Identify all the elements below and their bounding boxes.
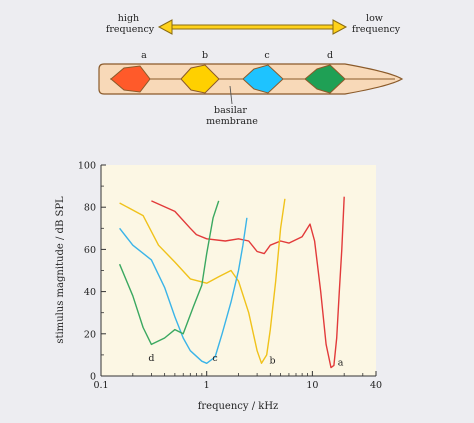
- arrow-right-head: [332, 19, 348, 35]
- tuning-curves: [118, 196, 345, 369]
- low-frequency-line-2: frequency: [352, 24, 401, 35]
- tuning-curve-b: [119, 198, 286, 364]
- position-label-a: a: [141, 50, 147, 61]
- series-label-b: b: [270, 355, 276, 366]
- envelope-c: [242, 64, 284, 94]
- high-frequency-line-2: frequency: [106, 24, 155, 35]
- series-label-d: d: [148, 353, 154, 364]
- position-label-c: c: [264, 50, 269, 61]
- x-tick-label-2: 10: [306, 380, 318, 391]
- y-tick-label-20: 20: [84, 329, 96, 340]
- y-axis-title: stimulus magnitude / dB SPL: [55, 196, 66, 344]
- position-label-b: b: [202, 50, 208, 61]
- arrow-left-head: [157, 19, 173, 35]
- series-label-c: c: [212, 353, 217, 364]
- basilar-membrane-label: basilar membrane: [206, 105, 258, 127]
- basilar-membrane-line-1: basilar: [214, 105, 247, 116]
- tuning-curve-c: [119, 217, 248, 364]
- low-frequency-label: low frequency: [352, 13, 401, 35]
- envelope-b: [180, 64, 220, 94]
- y-tick-label-100: 100: [78, 161, 96, 172]
- basilar-membrane-line-2: membrane: [206, 116, 258, 127]
- x-axis-title: frequency / kHz: [198, 401, 279, 412]
- tuning-curve-a: [151, 196, 345, 369]
- tuning-curve-d: [118, 200, 220, 346]
- high-frequency-line-1: high: [118, 13, 139, 24]
- series-label-a: a: [338, 357, 344, 368]
- x-tick-label-1: 1: [204, 380, 210, 391]
- envelope-d: [304, 64, 346, 94]
- axis-ticks: 0 20 40 60 80 100 0.1 1 10 40: [78, 161, 382, 392]
- basilar-membrane-diagram: high frequency low frequency a b c d bas…: [98, 13, 404, 127]
- x-tick-label-0: 0.1: [93, 380, 108, 391]
- membrane-pointer-line: [229, 85, 233, 105]
- y-tick-label-80: 80: [84, 203, 96, 214]
- frequency-arrow: [157, 19, 348, 35]
- series-labels: a b c d: [148, 353, 343, 368]
- tuning-curve-chart: 0 20 40 60 80 100 0.1 1 10 40 a b c d frequency / kH…: [55, 161, 382, 413]
- y-tick-label-40: 40: [84, 287, 96, 298]
- low-frequency-line-1: low: [366, 13, 383, 24]
- high-frequency-label: high frequency: [106, 13, 155, 35]
- position-label-d: d: [327, 50, 333, 61]
- y-tick-label-0: 0: [90, 372, 96, 383]
- x-tick-label-3: 40: [370, 380, 382, 391]
- envelope-a: [110, 65, 151, 93]
- y-tick-label-60: 60: [84, 245, 96, 256]
